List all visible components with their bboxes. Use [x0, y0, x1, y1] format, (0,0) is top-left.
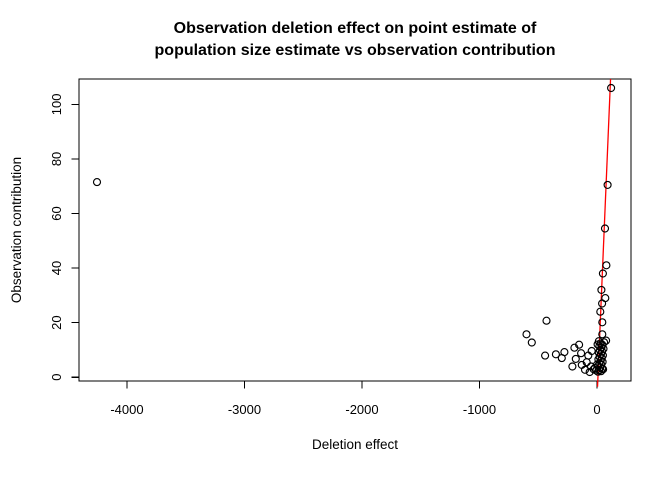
scatter-points [92, 83, 616, 377]
data-point [598, 299, 607, 308]
data-point [594, 337, 603, 346]
x-tick-label: -1000 [463, 402, 496, 417]
x-tick-label: -3000 [228, 402, 261, 417]
data-point [593, 367, 603, 376]
data-point [527, 338, 536, 347]
y-tick-label: 100 [49, 94, 64, 116]
data-point [602, 261, 611, 270]
data-point [568, 362, 577, 371]
data-point [577, 349, 586, 358]
plot-title-line2: population size estimate vs observation … [155, 42, 556, 59]
x-tick-label: 0 [593, 402, 600, 417]
y-tick-label: 60 [49, 206, 64, 220]
y-axis-ticks: 0 20 40 60 80 100 [49, 94, 79, 381]
regression-line [596, 78, 612, 387]
data-point [595, 366, 604, 375]
data-point [541, 351, 550, 360]
y-tick-label: 40 [49, 261, 64, 275]
y-tick-label: 80 [49, 152, 64, 166]
data-point [560, 348, 569, 357]
data-point [600, 224, 610, 233]
data-point [598, 318, 607, 327]
data-point [598, 330, 607, 339]
data-point [571, 354, 580, 363]
data-point [598, 269, 607, 278]
data-point [551, 350, 560, 359]
data-point [575, 340, 584, 349]
data-point [607, 83, 616, 93]
data-point [596, 367, 606, 376]
y-axis-label: Observation contribution [9, 157, 24, 303]
x-tick-label: -2000 [345, 402, 378, 417]
plot-title-line1: Observation deletion effect on point est… [174, 20, 537, 37]
data-point [522, 330, 531, 339]
plot-box [78, 78, 632, 382]
data-point [603, 180, 612, 189]
x-tick-label: -4000 [110, 402, 143, 417]
x-axis-ticks: -4000 -3000 -2000 -1000 0 [110, 381, 601, 417]
y-tick-label: 0 [49, 374, 64, 381]
data-point [542, 316, 551, 325]
x-axis-label: Deletion effect [312, 437, 398, 452]
data-point [597, 285, 606, 294]
data-point [596, 307, 605, 316]
data-point [92, 178, 102, 187]
y-tick-label: 20 [49, 315, 64, 329]
data-point [599, 365, 608, 374]
data-point [580, 365, 590, 374]
